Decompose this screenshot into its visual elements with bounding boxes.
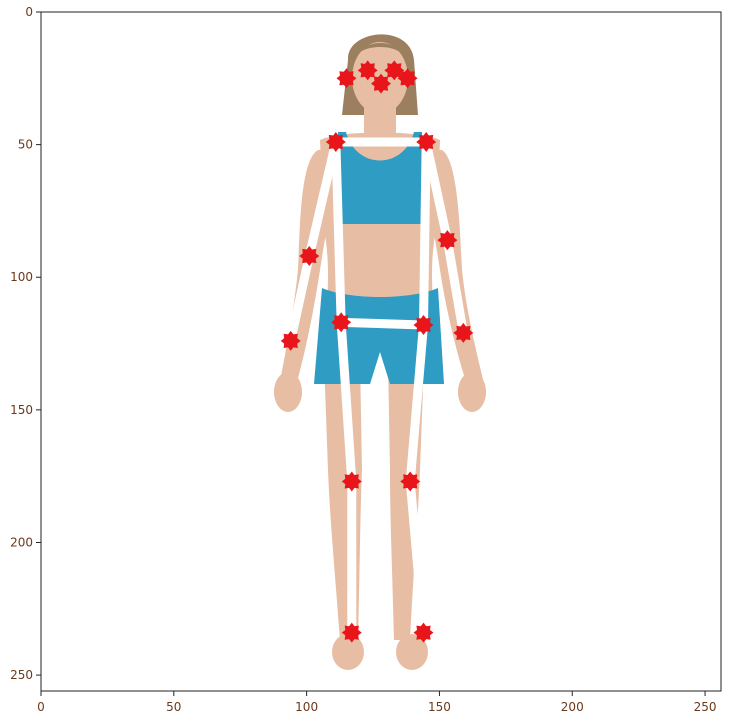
keypoint-right-eye bbox=[357, 60, 378, 81]
y-tick-label: 0 bbox=[25, 5, 33, 19]
left-hand bbox=[458, 372, 486, 412]
keypoint-right-shoulder bbox=[325, 132, 346, 152]
x-tick-label: 0 bbox=[37, 700, 45, 714]
keypoint-left-shoulder bbox=[416, 132, 437, 152]
keypoint-right-wrist bbox=[280, 330, 301, 351]
right-foot bbox=[332, 634, 364, 670]
x-tick-label: 50 bbox=[166, 700, 181, 714]
x-tick-label: 200 bbox=[561, 700, 584, 714]
bone-left-hip-to-left-knee bbox=[405, 320, 428, 486]
y-tick-label: 50 bbox=[18, 138, 33, 152]
y-tick-label: 150 bbox=[10, 403, 33, 417]
bone-right-shoulder-to-right-hip bbox=[331, 137, 346, 327]
bone-left-knee-to-left-ankle bbox=[405, 476, 428, 638]
axes-border bbox=[40, 11, 722, 692]
skeleton-overlay bbox=[286, 137, 468, 638]
top bbox=[338, 132, 422, 224]
keypoint-right-knee bbox=[341, 471, 362, 492]
keypoint-right-hip bbox=[331, 312, 352, 333]
keypoint-left-knee bbox=[400, 471, 421, 492]
keypoints-overlay bbox=[280, 60, 474, 643]
axes-frame bbox=[40, 11, 722, 692]
keypoint-left-ear bbox=[397, 68, 418, 89]
plot-area bbox=[41, 12, 721, 691]
bone-right-elbow-to-right-wrist bbox=[286, 251, 314, 346]
bone-right-shoulder-to-right-elbow bbox=[304, 137, 341, 261]
bone-right-hip-to-right-knee bbox=[336, 317, 357, 486]
keypoint-right-ankle bbox=[341, 622, 362, 643]
keypoint-right-elbow bbox=[299, 246, 320, 266]
y-tick-label: 100 bbox=[10, 270, 33, 284]
keypoint-left-elbow bbox=[437, 230, 458, 251]
y-tick-label: 250 bbox=[10, 668, 33, 682]
left-foot bbox=[396, 634, 428, 670]
keypoint-left-wrist bbox=[453, 322, 474, 343]
keypoint-right-ear bbox=[336, 68, 357, 89]
x-axis: 0 50 100 150 200 250 bbox=[37, 691, 717, 714]
bone-right-hip-to-left-hip bbox=[336, 317, 428, 330]
right-hand bbox=[274, 372, 302, 412]
x-tick-label: 150 bbox=[428, 700, 451, 714]
keypoint-left-hip bbox=[413, 315, 434, 335]
bone-left-elbow-to-left-wrist bbox=[442, 235, 468, 338]
y-axis: 0 50 100 150 200 250 bbox=[10, 5, 41, 682]
keypoint-left-ankle bbox=[413, 622, 434, 643]
x-tick-label: 100 bbox=[295, 700, 318, 714]
keypoint-left-eye bbox=[384, 60, 405, 81]
y-tick-label: 200 bbox=[10, 535, 33, 549]
x-tick-label: 250 bbox=[694, 700, 717, 714]
bone-left-shoulder-to-left-hip bbox=[419, 137, 431, 330]
keypoint-nose bbox=[371, 73, 391, 94]
